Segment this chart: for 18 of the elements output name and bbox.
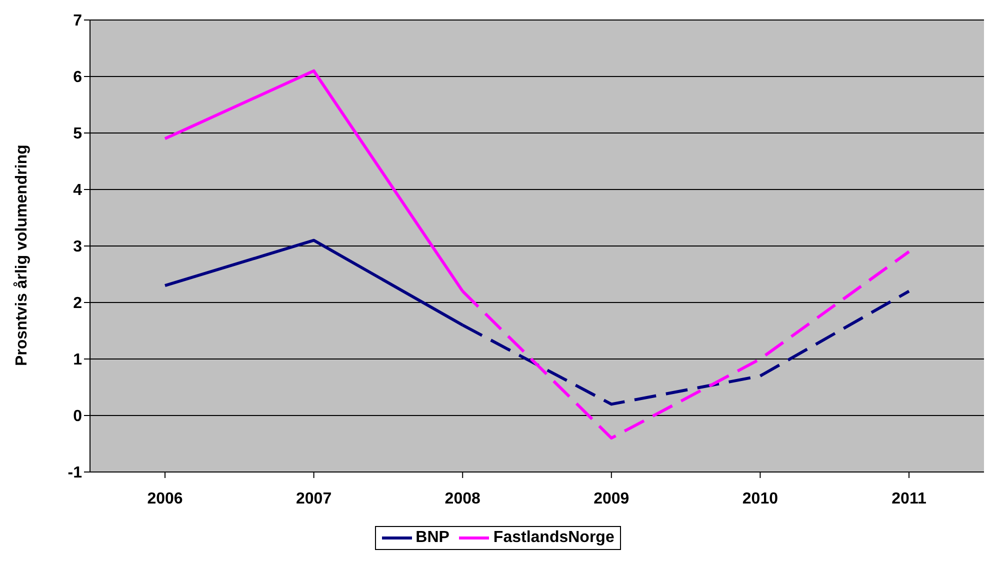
y-tick-label: 5 xyxy=(73,126,82,143)
x-tick-label: 2010 xyxy=(742,490,778,508)
legend-label: FastlandsNorge xyxy=(492,529,614,547)
y-tick-label: 0 xyxy=(73,408,82,426)
y-tick-label: -1 xyxy=(68,464,82,482)
legend-label: BNP xyxy=(414,529,450,547)
y-tick-label: 7 xyxy=(73,12,82,30)
y-tick-label: 4 xyxy=(73,182,82,200)
y-tick-label: 2 xyxy=(73,295,82,312)
x-tick-label: 2006 xyxy=(147,490,183,508)
y-tick-label: 6 xyxy=(73,69,82,86)
y-tick-label: 1 xyxy=(73,352,82,369)
x-tick-label: 2008 xyxy=(444,490,480,508)
x-tick-label: 2007 xyxy=(296,490,332,508)
y-tick-label: 3 xyxy=(73,238,82,256)
y-axis-title: Prosntvis årlig volumendring xyxy=(12,144,31,366)
x-tick-label: 2009 xyxy=(594,490,630,508)
x-tick-label: 2011 xyxy=(892,490,926,508)
